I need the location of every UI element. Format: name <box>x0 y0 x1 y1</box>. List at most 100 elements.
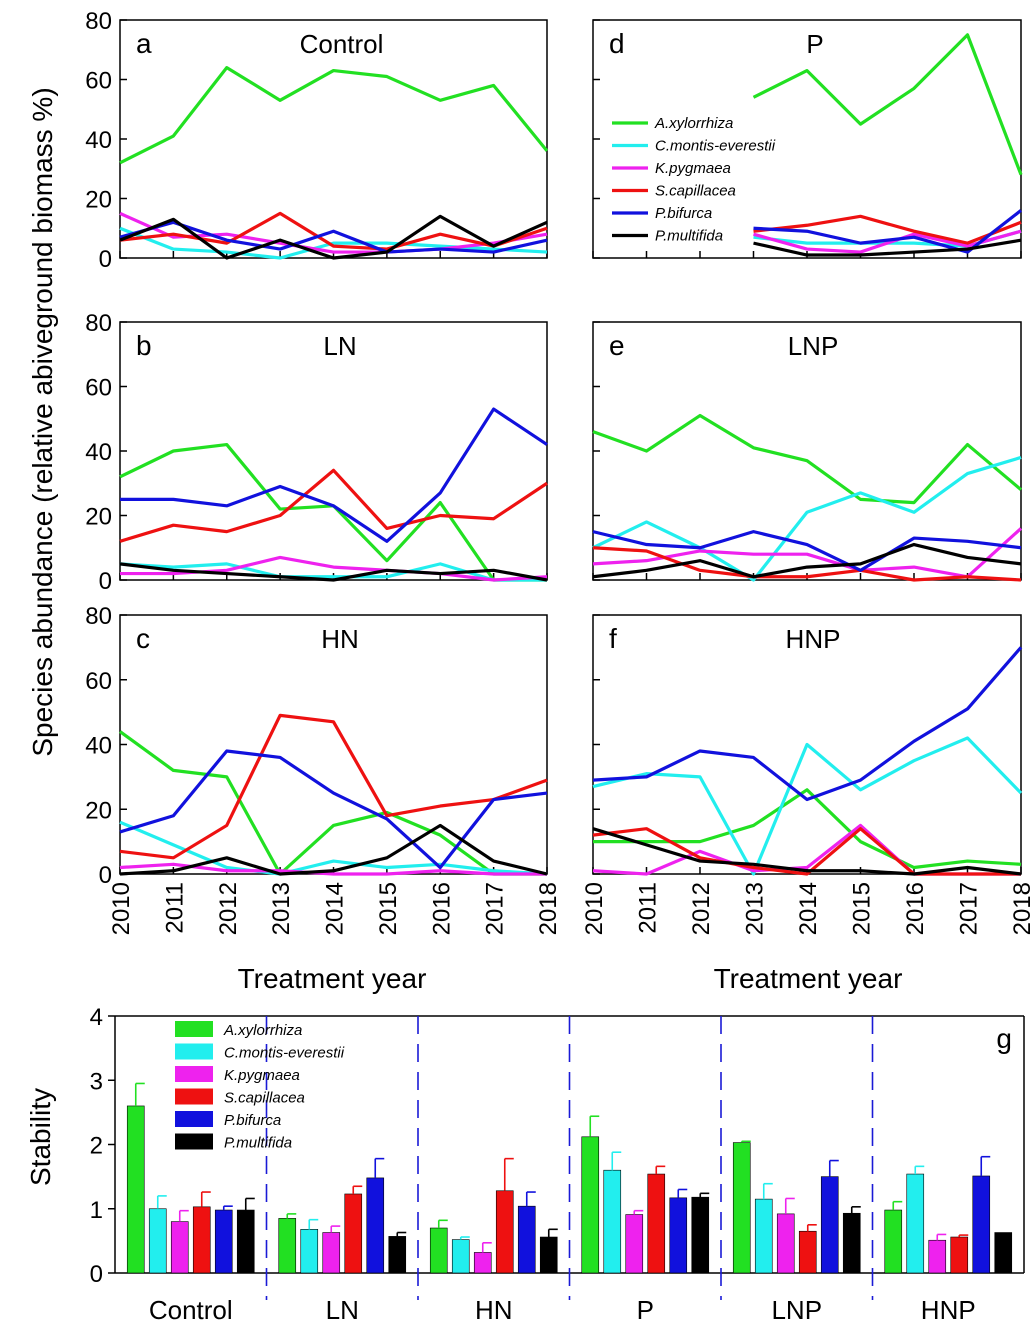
legend-swatch <box>175 1043 213 1060</box>
series-line-S-capillacea <box>119 713 548 860</box>
series-line-A-xylorrhiza <box>592 413 1023 505</box>
category-label: HN <box>475 1295 513 1325</box>
series-line-A-xylorrhiza <box>593 788 1022 870</box>
series-line-P-multifida <box>119 562 548 582</box>
series-line-A-xylorrhiza <box>119 442 547 582</box>
y-tick-label: 0 <box>99 568 112 595</box>
category-label: LNP <box>771 1295 822 1325</box>
y-tick-label: 40 <box>85 439 112 466</box>
bar-Control-S-capillacea <box>192 1206 211 1274</box>
panel-letter: e <box>609 330 625 361</box>
panel-letter: a <box>136 28 152 59</box>
series-line-A-xylorrhiza <box>119 730 547 876</box>
bar-HN-C-montis-everestii <box>451 1239 470 1274</box>
x-tick-label: 2014 <box>322 882 349 935</box>
panel-c: 2010 2011 2012 2013 2014 2015 2016 2017 2018 0 20 4… <box>85 603 562 935</box>
panel-title: LN <box>323 331 356 361</box>
series-line-C-montis-everestii <box>592 455 1022 582</box>
legend-label: P.multifida <box>224 1135 292 1152</box>
series-line-A-xylorrhiza <box>119 65 549 165</box>
bar-HNP-S-capillacea <box>950 1236 969 1274</box>
y-axis-label-bottom: Stability <box>25 1088 56 1186</box>
series-line-S-capillacea <box>119 211 548 251</box>
legend-label: C.montis-everestii <box>224 1045 345 1062</box>
bar-LNP-C-montis-everestii <box>754 1198 773 1274</box>
y-tick-label: 2 <box>90 1133 103 1160</box>
bar-Control-P-multifida <box>236 1209 255 1274</box>
bar-HNP-K-pygmaea <box>928 1239 947 1274</box>
bar-LNP-S-capillacea <box>798 1230 817 1274</box>
y-tick-label: 0 <box>90 1261 103 1288</box>
panel-letter: f <box>609 623 617 654</box>
x-tick-label: 2012 <box>688 882 715 935</box>
series-line-P-bifurca <box>592 530 1022 572</box>
bar-LN-P-bifurca <box>366 1177 385 1274</box>
y-tick-label: 20 <box>85 187 112 214</box>
series-line-C-montis-everestii <box>119 820 548 876</box>
panel-e: e LNP <box>592 321 1023 582</box>
bar-P-A-xylorrhiza <box>581 1136 600 1274</box>
series-line-P-multifida <box>592 827 1022 876</box>
series-line-P-multifida <box>753 238 1022 257</box>
category-label: HNP <box>921 1295 976 1325</box>
legend-swatch <box>175 1111 213 1127</box>
y-tick-label: 40 <box>85 733 112 760</box>
x-tick-label: 2015 <box>849 882 876 935</box>
y-tick-label: 60 <box>85 375 112 402</box>
bar-LNP-A-xylorrhiza <box>732 1142 751 1274</box>
y-tick-label: 0 <box>99 862 112 889</box>
bar-HN-S-capillacea <box>495 1190 514 1274</box>
panel-title: LNP <box>788 331 839 361</box>
series-line-A-xylorrhiza <box>752 33 1023 176</box>
x-axis-label-left: Treatment year <box>238 963 427 994</box>
panel-letter: d <box>609 28 625 59</box>
y-tick-label: 80 <box>85 8 112 35</box>
bar-HN-P-multifida <box>539 1236 558 1274</box>
x-tick-label: 2016 <box>428 882 455 935</box>
bar-Control-K-pygmaea <box>170 1221 189 1274</box>
legend-panel-g: A.xylorrhiza C.montis-everestii K.pygmaea S… <box>175 1021 345 1152</box>
panel-title: P <box>806 29 823 59</box>
bar-HNP-C-montis-everestii <box>906 1173 925 1274</box>
x-tick-label: 2013 <box>742 882 769 935</box>
series-line-C-montis-everestii <box>119 562 547 582</box>
legend-swatch <box>175 1066 213 1082</box>
y-tick-label: 4 <box>90 1004 103 1031</box>
series-line-C-montis-everestii <box>592 736 1023 876</box>
y-tick-label: 80 <box>85 310 112 337</box>
series-line-P-bifurca <box>120 407 548 543</box>
series-line-P-bifurca <box>592 646 1023 802</box>
x-tick-label: 2013 <box>268 882 295 935</box>
panel-title: Control <box>300 29 384 59</box>
legend-label: K.pygmaea <box>655 160 731 177</box>
panel-letter: g <box>996 1023 1012 1054</box>
x-tick-label: 2011 <box>161 882 188 934</box>
bar-P-S-capillacea <box>647 1173 666 1274</box>
bar-LN-K-pygmaea <box>322 1232 341 1274</box>
x-tick-label: 2018 <box>535 882 562 935</box>
y-tick-label: 20 <box>85 797 112 824</box>
bar-HN-P-bifurca <box>517 1205 536 1274</box>
x-tick-label: 2010 <box>108 882 135 935</box>
x-tick-label: 2017 <box>482 882 509 935</box>
y-axis-label-top: Species abundance (relative abiveground … <box>27 87 58 756</box>
y-tick-label: 60 <box>85 68 112 95</box>
series-line-S-capillacea <box>119 468 548 543</box>
bar-Control-P-bifurca <box>214 1209 233 1274</box>
series-line-P-bifurca <box>119 220 548 254</box>
y-tick-label: 40 <box>85 127 112 154</box>
bar-LN-S-capillacea <box>344 1193 363 1274</box>
bar-LNP-P-bifurca <box>820 1176 839 1274</box>
category-label: LN <box>326 1295 359 1325</box>
x-tick-label: 2012 <box>215 882 242 935</box>
x-tick-label: 2014 <box>795 882 822 935</box>
bar-HN-K-pygmaea <box>473 1252 492 1274</box>
bar-LN-C-montis-everestii <box>300 1229 319 1274</box>
category-label: P <box>637 1295 654 1325</box>
legend-swatch <box>175 1088 213 1105</box>
bar-P-P-multifida <box>691 1196 710 1274</box>
category-label: Control <box>149 1295 233 1325</box>
legend-swatch <box>175 1133 213 1150</box>
series-line-P-multifida <box>119 214 548 260</box>
